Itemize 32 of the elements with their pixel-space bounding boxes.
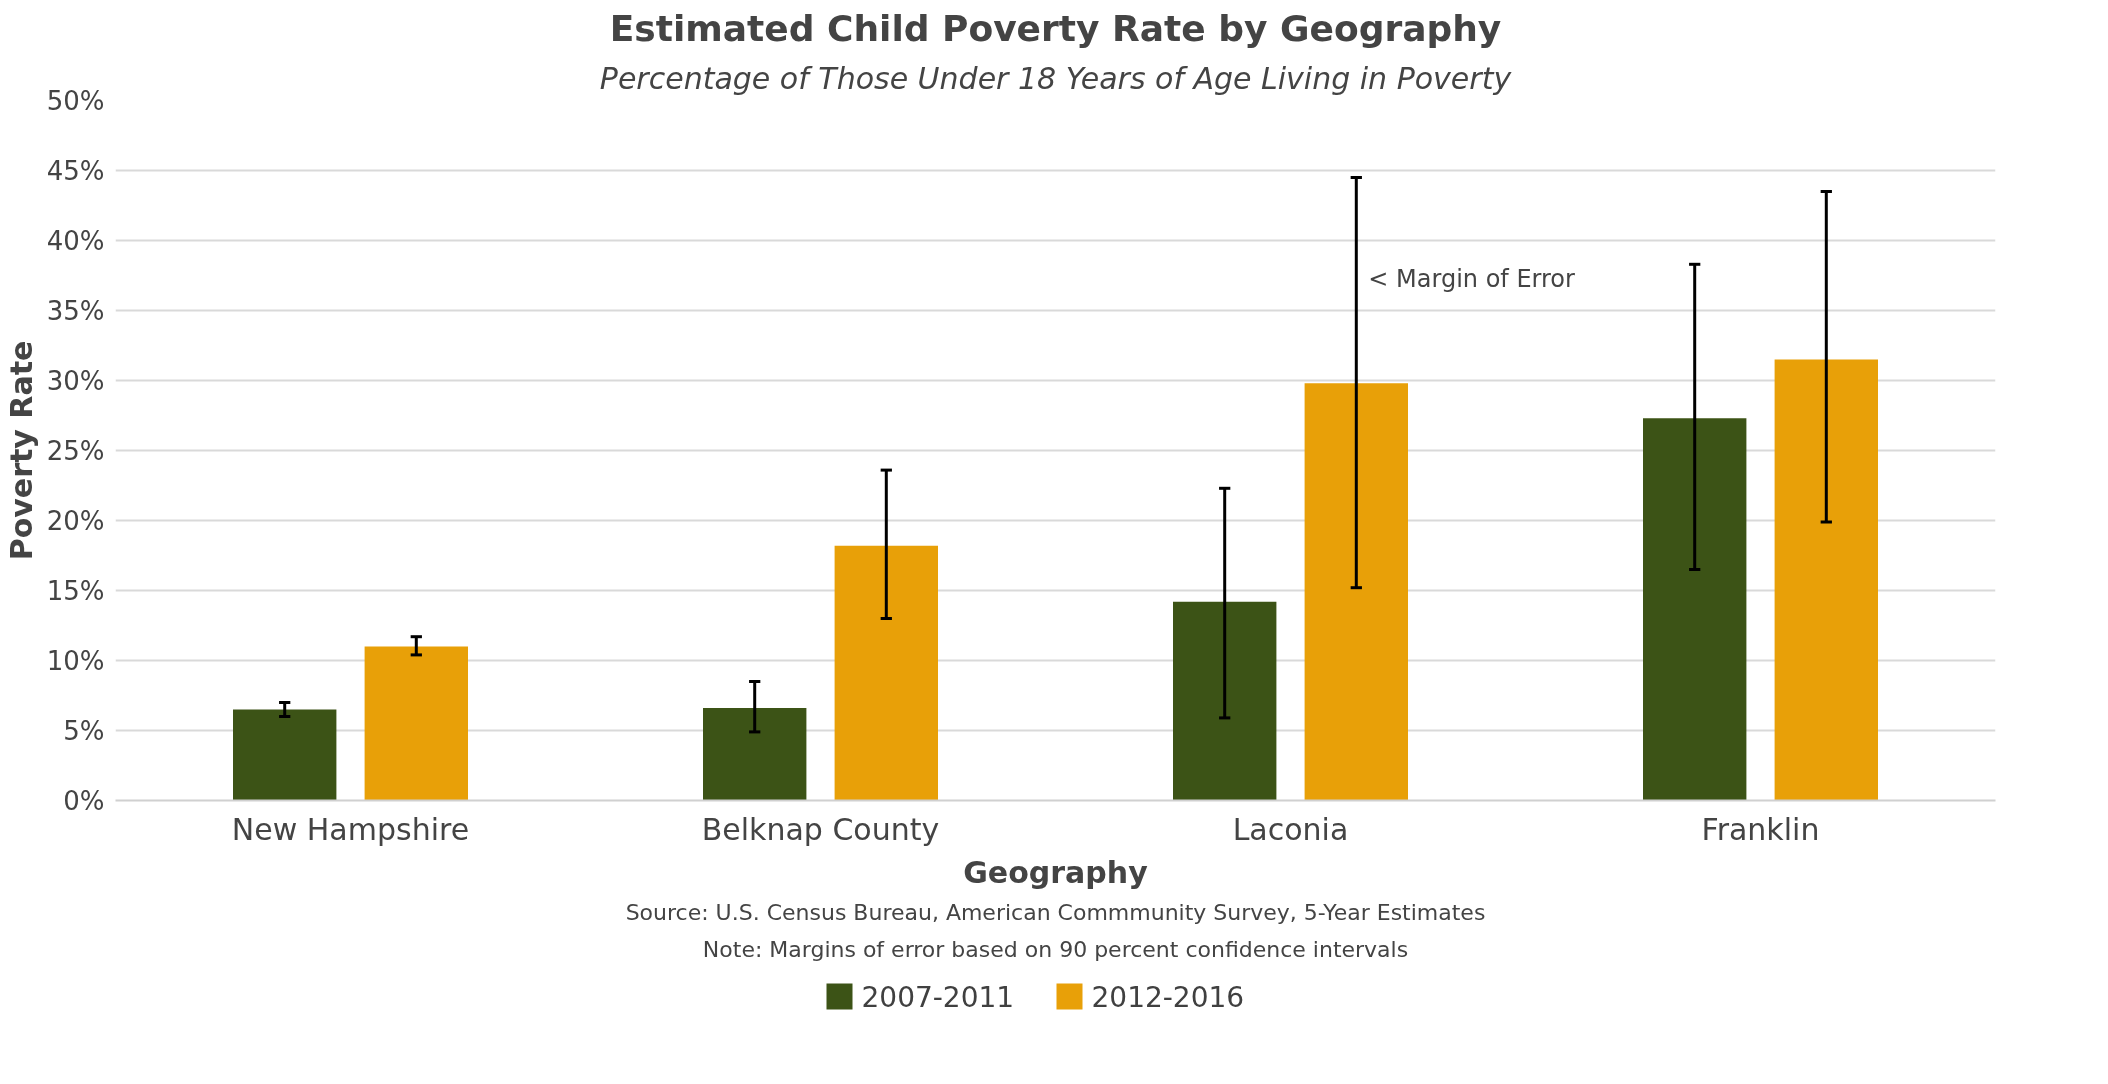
source-note: Source: U.S. Census Bureau, American Commmunity Survey, 5-Year Estimates: [625, 899, 1486, 925]
bar: [1304, 383, 1408, 801]
x-tick-label: Laconia: [1232, 811, 1349, 847]
bar: [233, 709, 337, 801]
y-axis-title: Poverty Rate: [3, 340, 39, 561]
y-tick-label: 35%: [46, 295, 105, 326]
y-tick-label: 25%: [46, 435, 105, 466]
legend-label: 2012-2016: [1091, 981, 1245, 1014]
y-tick-label: 5%: [63, 715, 105, 746]
y-tick-label: 30%: [46, 365, 105, 396]
y-tick-label: 10%: [46, 645, 105, 676]
bar: [703, 708, 807, 801]
x-axis-title: Geography: [963, 854, 1149, 890]
x-tick-label: Belknap County: [701, 811, 940, 847]
annotation: < Margin of Error: [1368, 265, 1576, 293]
chart-title: Estimated Child Poverty Rate by Geography: [609, 7, 1502, 49]
bar: [364, 646, 468, 801]
y-tick-label: 50%: [46, 85, 105, 116]
chart-subtitle: Percentage of Those Under 18 Years of Age Living in Poverty: [599, 60, 1513, 96]
x-tick-label: Franklin: [1701, 811, 1820, 847]
y-tick-label: 15%: [46, 575, 105, 606]
x-tick-label: New Hampshire: [231, 811, 470, 847]
bar: [1774, 359, 1878, 801]
text: Note: Margins of error based on 90 percent confidence intervals: [702, 936, 1409, 962]
bar: [1643, 418, 1747, 801]
bar: [1173, 601, 1277, 801]
y-tick-label: 20%: [46, 505, 105, 536]
y-tick-label: 45%: [46, 155, 105, 186]
y-tick-label: 40%: [46, 225, 105, 256]
bar: [834, 545, 938, 801]
legend-label: 2007-2011: [861, 981, 1015, 1014]
y-tick-label: 0%: [63, 785, 105, 816]
